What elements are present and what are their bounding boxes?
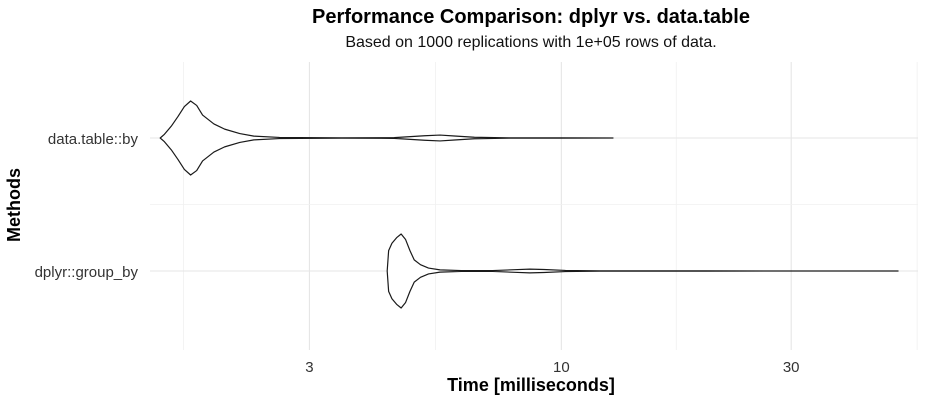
y-axis-title: Methods — [4, 168, 24, 242]
violin-data-table-by — [159, 100, 614, 176]
y-tick-labels: data.table::by dplyr::group_by — [35, 131, 139, 281]
chart-subtitle: Based on 1000 replications with 1e+05 ro… — [345, 34, 716, 51]
x-axis-title: Time [milliseconds] — [447, 375, 615, 395]
chart-title: Performance Comparison: dplyr vs. data.t… — [312, 6, 750, 28]
x-tick-label: 10 — [553, 359, 570, 376]
x-tick-label: 30 — [783, 359, 800, 376]
violin-dplyr-group-by — [386, 233, 899, 309]
y-tick-label: data.table::by — [48, 131, 139, 148]
grid — [150, 62, 918, 350]
violins — [159, 100, 899, 309]
x-tick-labels: 3 10 30 — [305, 359, 799, 376]
x-tick-label: 3 — [305, 359, 313, 376]
y-tick-label: dplyr::group_by — [35, 264, 139, 281]
